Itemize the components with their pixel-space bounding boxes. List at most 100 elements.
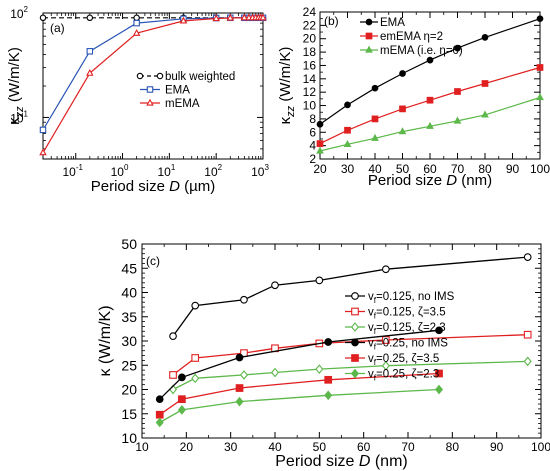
data-point	[426, 121, 434, 129]
legend-marker	[351, 338, 359, 347]
y-axis-label: κzz (W/m/K)	[277, 47, 297, 125]
data-point	[343, 139, 352, 147]
axis-label-part: D	[359, 453, 371, 470]
data-point	[86, 68, 94, 76]
legend-label-part: =0.25, ζ=2.3	[376, 369, 439, 381]
legend-label: emEMA η=2	[380, 31, 443, 43]
data-point	[536, 15, 544, 23]
x-tick-label: 70	[451, 162, 465, 176]
data-point	[239, 370, 248, 380]
axis-label-part: (µm)	[180, 178, 215, 195]
legend-label: vf=0.125, ζ=2.3	[368, 322, 446, 336]
y-tick-label: 30	[121, 333, 137, 349]
data-point	[324, 375, 333, 384]
y-tick-label: 50	[121, 236, 137, 252]
x-tick-label: 70	[401, 440, 415, 454]
x-tick-label: 30	[224, 440, 238, 454]
x-tick-label: 40	[268, 440, 282, 454]
tick-base: 10	[10, 111, 24, 125]
y-tick-label: 16	[303, 58, 317, 72]
data-point	[371, 133, 379, 141]
legend-label: bulk weighted	[165, 71, 235, 83]
series-line-mEMA	[42, 17, 263, 154]
tick-exponent: 2	[24, 5, 29, 14]
axis-label-part: D	[446, 172, 457, 189]
legend-label-part: v	[368, 322, 374, 334]
legend-label-part: v	[368, 353, 374, 365]
x-axis-label: Period size D (µm)	[91, 178, 216, 195]
y-tick-label: 14	[303, 72, 317, 86]
tick-base: 10	[10, 7, 24, 21]
x-tick-label: 80	[478, 162, 492, 176]
legend-label-part: =0.125, no IMS	[376, 291, 455, 303]
x-tick-label: 60	[357, 440, 371, 454]
panel-label: (b)	[324, 14, 339, 28]
y-tick-label: 40	[121, 285, 137, 301]
data-point	[426, 96, 434, 104]
axis-label-part: κ	[6, 117, 23, 125]
data-point	[453, 116, 462, 124]
data-point	[39, 126, 47, 134]
tick-base: 10	[251, 165, 265, 179]
data-point	[155, 417, 164, 428]
data-point	[536, 93, 544, 101]
legend-marker	[365, 32, 373, 40]
data-point	[435, 326, 443, 335]
legend-label: vf=0.25, no IMS	[368, 338, 448, 352]
tick-base: 10	[62, 165, 76, 179]
data-point	[435, 369, 443, 378]
data-point	[454, 88, 461, 95]
y-tick-label: 20	[121, 382, 137, 398]
legend-label: vf=0.25, ζ=2.3	[368, 369, 439, 383]
y-axis-label: κ (W/m/K)	[97, 305, 114, 376]
legend-label: EMA	[165, 85, 190, 97]
legend-marker	[351, 307, 359, 316]
series-line	[159, 388, 440, 424]
y-tick-label: 15	[121, 406, 137, 422]
axis-label-part: Period size	[275, 453, 359, 470]
tick-exponent: 1	[24, 109, 29, 118]
legend-marker	[350, 368, 360, 379]
legend-label-sub: f	[374, 358, 377, 367]
data-point	[371, 115, 379, 123]
legend-label-sub: f	[374, 296, 377, 305]
y-tick-label: 45	[121, 260, 137, 276]
data-point	[133, 19, 140, 27]
data-point	[191, 373, 200, 384]
data-point	[270, 367, 280, 378]
y-axis-label: κzz (W/m/K)	[6, 47, 26, 125]
legend-label: vf=0.125, ζ=3.5	[368, 307, 446, 321]
panel-label: (c)	[146, 254, 160, 268]
data-point	[235, 384, 244, 392]
data-point	[523, 356, 532, 367]
series-line	[172, 360, 528, 391]
y-tick-label: 35	[121, 309, 137, 325]
data-point	[324, 338, 333, 346]
legend-label-sub: f	[374, 312, 377, 321]
tick-exponent: 1	[171, 163, 176, 172]
data-point	[212, 14, 220, 22]
data-point	[39, 14, 47, 22]
tick-exponent: -1	[76, 163, 84, 172]
legend-label-sub: f	[374, 327, 377, 336]
data-point	[235, 396, 244, 407]
axis-label-part: Period size	[368, 172, 446, 189]
data-point	[240, 295, 248, 304]
x-tick-label: 10	[135, 440, 149, 454]
axis-label-sub: zz	[14, 106, 26, 119]
data-point	[191, 301, 200, 310]
legend-label: vf=0.25, ζ=3.5	[368, 353, 439, 367]
legend-label-part: v	[368, 291, 374, 303]
data-point	[179, 16, 188, 24]
data-point	[191, 354, 200, 362]
legend: EMA emEMA η=2 mEMA (i.e. η=0)	[360, 17, 463, 57]
data-point	[481, 34, 489, 41]
axis-label-sub: zz	[285, 105, 297, 118]
data-point	[324, 390, 333, 401]
x-tick-label: 101	[157, 163, 175, 179]
data-point	[344, 126, 351, 134]
x-tick-label: 20	[313, 162, 327, 176]
data-point	[226, 13, 235, 21]
y-tick-label: 25	[121, 357, 137, 373]
y-tick-label: 10	[303, 99, 317, 113]
